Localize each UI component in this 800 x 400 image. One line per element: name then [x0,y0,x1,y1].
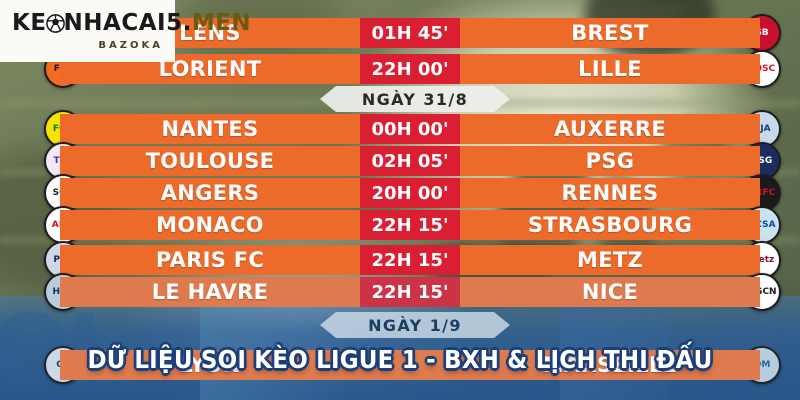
away-team-name: AUXERRE [554,117,666,141]
table-row[interactable]: LENS 01H 45' BREST [60,18,760,48]
home-team-name: LORIENT [158,57,262,81]
crest-label: RCSA [748,219,776,230]
page-title: DỮ LIỆU SOI KÈO LIGUE 1 - BXH & LỊCH THI… [87,344,713,374]
table-row[interactable]: TOULOUSE 02H 05' PSG [60,146,760,176]
kickoff-time: 01H 45' [360,18,460,48]
brand-name-part2: NHACAI5. [63,9,192,36]
background-stripe [0,236,800,244]
crest-label: SB [755,27,769,38]
home-team-name: MONACO [156,213,264,237]
away-team-name: MARSEILLE [542,353,678,377]
bottom-blue-band [200,296,350,400]
crest-label: AJA [753,123,771,134]
home-team-name: LENS [179,21,241,45]
home-team-name: ANGERS [160,181,260,205]
table-row[interactable]: MONACO 22H 15' STRASBOURG [60,210,760,240]
kickoff-time: 02H 05' [360,146,460,176]
away-team-name: BREST [571,21,649,45]
brand-name-part3: MEN [191,9,252,36]
table-row[interactable]: ANGERS 20H 00' RENNES [60,178,760,208]
home-team-name: TOULOUSE [145,149,275,173]
away-team-name: NICE [581,280,639,304]
kickoff-time: 00H 00' [360,114,460,144]
brand-tagline: BAZOKA [98,39,163,51]
away-team-name: LILLE [578,57,642,81]
away-team-name: PSG [585,149,635,173]
crest-label: Metz [749,254,775,265]
date-divider-label: NGÀY 1/9 [368,315,462,335]
crest-label: LOSC [748,63,776,74]
table-row[interactable]: PARIS FC 22H 15' METZ [60,245,760,275]
kickoff-time: 22H 00' [360,54,460,84]
crest-label: OM [753,359,771,370]
away-team-name: RENNES [561,181,659,205]
crest-label: PSG [751,155,773,166]
kickoff-time: 22H 15' [360,210,460,240]
crest-label: OGCN [747,286,777,297]
table-row[interactable]: LYON MARSEILLE [60,350,760,380]
bottom-blue-band [560,296,670,400]
date-divider: NGÀY 31/8 [320,86,510,112]
table-row[interactable]: LORIENT 22H 00' LILLE [60,54,760,84]
home-team-name: PARIS FC [155,248,265,272]
home-team-name: LE HAVRE [151,280,269,304]
football-icon [45,13,65,33]
brand-logo[interactable]: KE NHACAI5.MEN BAZOKA [0,0,251,62]
table-row[interactable]: NANTES 00H 00' AUXERRE [60,114,760,144]
home-team-name: LYON [179,353,241,377]
away-team-name: STRASBOURG [527,213,693,237]
kickoff-time: 22H 15' [360,245,460,275]
away-team-name: METZ [577,248,643,272]
crest-label: SRFC [748,187,776,198]
kickoff-time: 22H 15' [360,277,460,307]
brand-name-part1: KE [12,9,47,36]
kickoff-time: 20H 00' [360,178,460,208]
brand-name: KE NHACAI5.MEN [12,9,251,36]
table-row[interactable]: LE HAVRE 22H 15' NICE [60,277,760,307]
date-divider: NGÀY 1/9 [320,312,510,338]
home-team-name: NANTES [161,117,259,141]
date-divider-label: NGÀY 31/8 [361,89,469,109]
